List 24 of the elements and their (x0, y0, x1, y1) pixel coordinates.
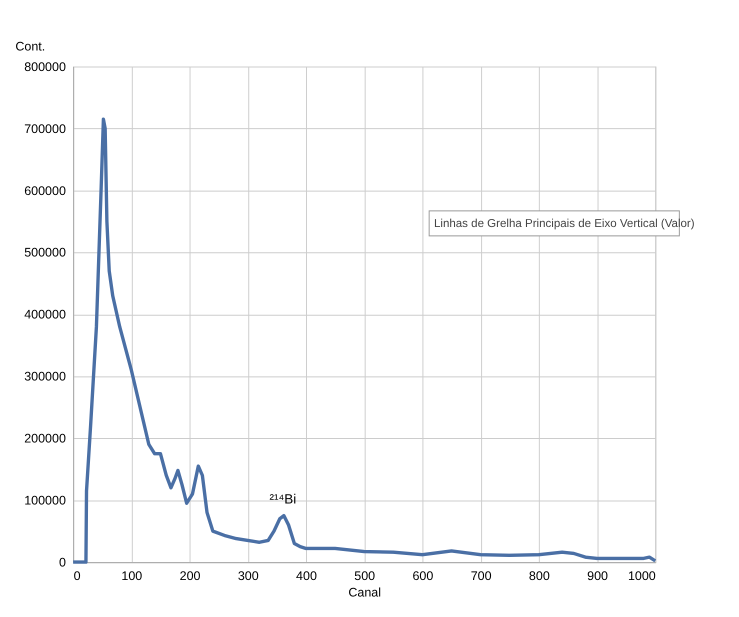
x-tick-label: 300 (238, 568, 259, 583)
x-tick-label: 700 (470, 568, 492, 583)
x-tick-label: 600 (412, 568, 434, 583)
y-tick-label: 500000 (24, 246, 66, 260)
y-tick-label: 700000 (24, 122, 66, 136)
annotation: ²¹⁴Bi (270, 491, 296, 506)
x-tick-label: 400 (296, 568, 317, 583)
annotation: Linhas de Grelha Principais de Eixo Vertical (Valor) (434, 218, 695, 230)
x-tick-label: 1000 (628, 568, 656, 583)
y-tick-label: 100000 (24, 493, 66, 508)
y-tick-label: 200000 (24, 432, 66, 446)
x-tick-label: 0 (74, 568, 81, 583)
y-tick-label: 0 (58, 555, 66, 570)
x-tick-label: 500 (354, 568, 376, 583)
x-tick-label: 800 (528, 568, 550, 583)
y-tick-label: 300000 (24, 370, 66, 384)
x-tick-label: 200 (180, 568, 201, 583)
y-tick-label: 600000 (24, 184, 66, 198)
x-tick-label: 900 (587, 568, 608, 583)
y-tick-label: 400000 (24, 308, 66, 322)
x-axis-title: Canal (348, 585, 382, 600)
y-axis-title: Cont. (15, 40, 46, 54)
x-tick-label: 100 (121, 568, 142, 583)
y-tick-label: 800000 (24, 60, 66, 74)
